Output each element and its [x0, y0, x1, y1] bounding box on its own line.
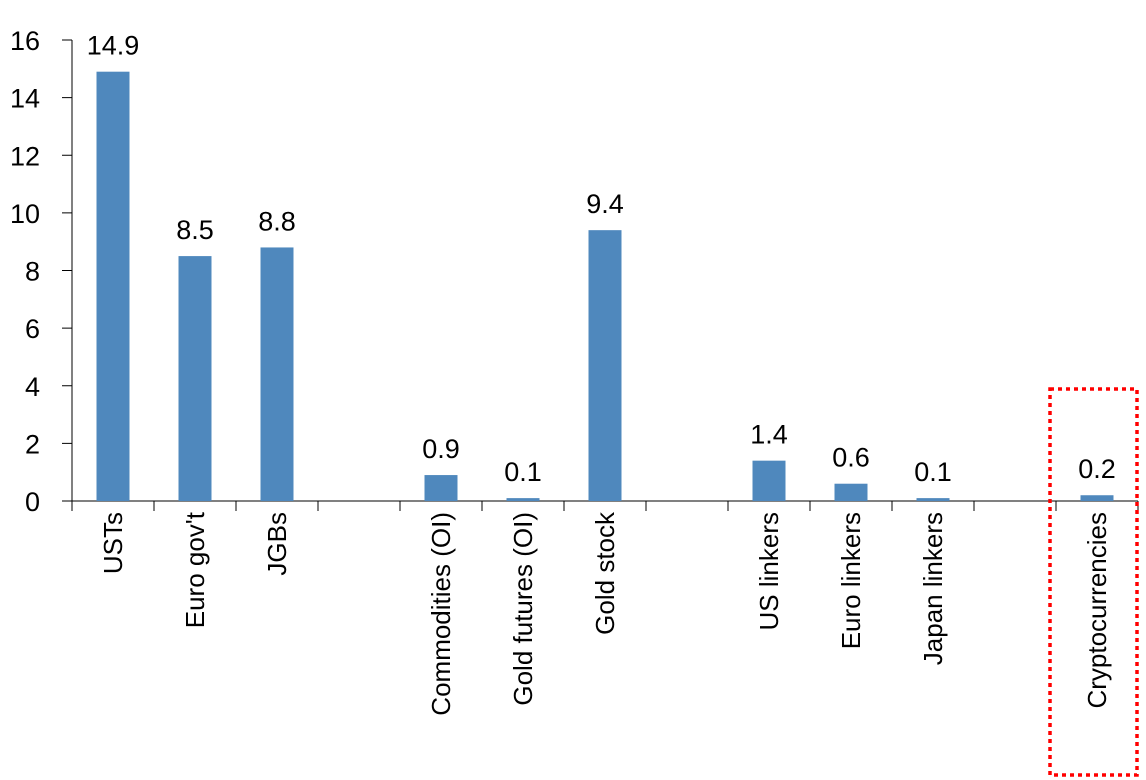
highlight-box-cryptocurrencies: [1048, 387, 1139, 777]
y-tick-label: 0: [25, 487, 40, 517]
bar-us-linkers: [752, 460, 786, 501]
category-label: Euro gov't: [180, 511, 210, 628]
category-label: Gold stock: [590, 511, 620, 635]
bar-jgbs: [260, 247, 294, 501]
y-tick-label: 10: [10, 199, 40, 229]
bar-usts: [96, 71, 130, 501]
category-label: Gold futures (OI): [508, 512, 538, 706]
y-tick-label: 6: [25, 314, 40, 344]
y-tick-label: 16: [10, 26, 40, 56]
data-label: 0.9: [422, 434, 460, 464]
bar-gold-stock: [588, 230, 622, 501]
data-label: 0.6: [832, 443, 870, 473]
data-label: 0.1: [504, 457, 542, 487]
category-label: Japan linkers: [918, 512, 948, 665]
bar-euro-gov-t: [178, 256, 212, 501]
data-label: 1.4: [750, 420, 788, 450]
category-label: Commodities (OI): [426, 512, 456, 716]
bar-euro-linkers: [834, 483, 868, 501]
y-tick-label: 4: [25, 372, 40, 402]
category-label: USTs: [98, 512, 128, 574]
data-label: 14.9: [87, 31, 140, 61]
data-label: 0.1: [914, 457, 952, 487]
y-tick-label: 2: [25, 429, 40, 459]
data-label: 9.4: [586, 189, 624, 219]
bar-japan-linkers: [916, 498, 950, 501]
y-tick-label: 14: [10, 84, 40, 114]
bar-commodities-oi-: [424, 475, 458, 501]
category-label: Cryptocurrencies: [1082, 512, 1112, 709]
data-label: 8.8: [258, 206, 296, 236]
data-label: 8.5: [176, 215, 214, 245]
bar-gold-futures-oi-: [506, 498, 540, 501]
category-label: JGBs: [262, 512, 292, 576]
bar-cryptocurrencies: [1080, 495, 1114, 501]
y-tick-label: 12: [10, 141, 40, 171]
category-label: US linkers: [754, 512, 784, 630]
y-tick-label: 8: [25, 257, 40, 287]
data-label: 0.2: [1078, 454, 1116, 484]
category-label: Euro linkers: [836, 512, 866, 649]
